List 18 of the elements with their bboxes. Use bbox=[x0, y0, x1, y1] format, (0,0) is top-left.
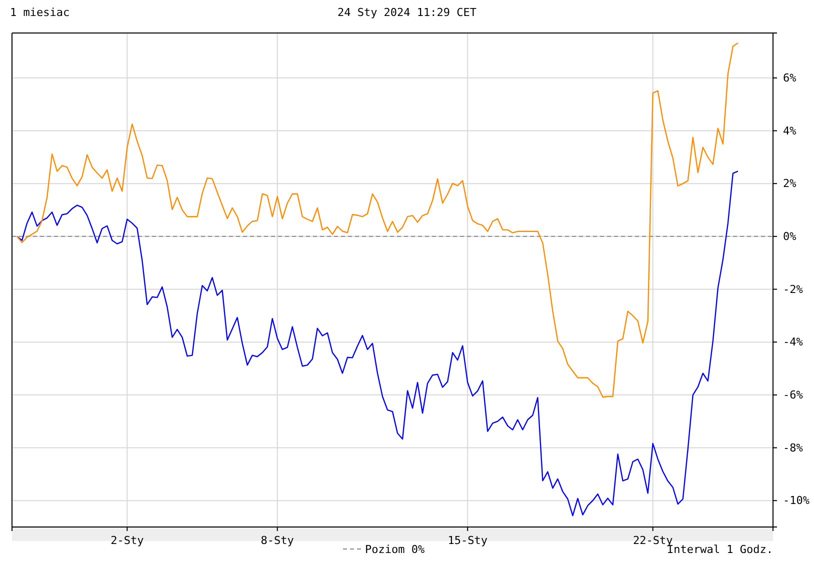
line-series bbox=[16, 42, 739, 398]
y-tick-label: -10% bbox=[783, 494, 810, 508]
y-tick-label: -6% bbox=[783, 388, 804, 402]
y-tick-label: -4% bbox=[783, 336, 804, 349]
line-series bbox=[16, 170, 739, 516]
chart-subtitle: 24 Sty 2024 11:29 CET bbox=[337, 6, 477, 19]
chart-title: 1 miesiac bbox=[10, 6, 70, 19]
x-tick-label: 15-Sty bbox=[448, 534, 488, 547]
x-tick-label: 8-Sty bbox=[260, 534, 294, 547]
y-tick-label: 4% bbox=[783, 124, 797, 138]
y-tick-label: 0% bbox=[783, 230, 797, 243]
legend-label: Poziom 0% bbox=[365, 543, 425, 556]
y-tick-label: -8% bbox=[783, 441, 804, 454]
y-tick-label: -2% bbox=[783, 282, 804, 296]
y-tick-label: 6% bbox=[783, 71, 797, 84]
x-tick-label: 22-Sty bbox=[632, 534, 674, 547]
x-tick-label: 2-Sty bbox=[110, 534, 144, 547]
y-tick-label: 2% bbox=[783, 177, 797, 190]
